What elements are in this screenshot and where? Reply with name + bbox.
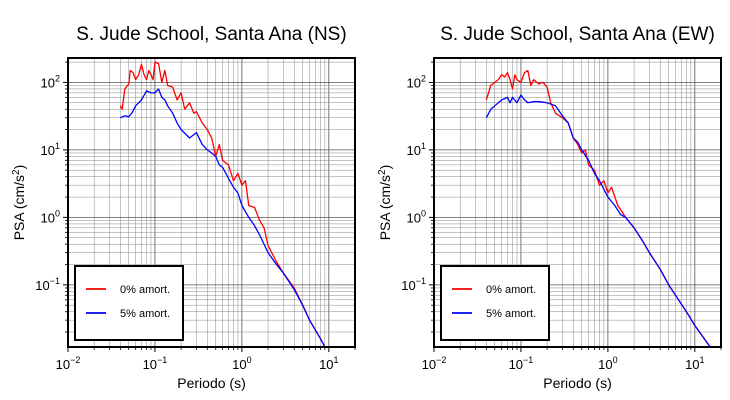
legend-label: 0% amort.	[120, 284, 170, 296]
y-axis-label: PSA (cm/s2)	[11, 165, 27, 241]
y-tick-label: 100	[407, 208, 426, 225]
x-tick-label: 10−2	[56, 355, 81, 372]
x-tick-label: 101	[685, 355, 704, 372]
legend-label: 5% amort.	[120, 308, 170, 320]
legend: 0% amort. 5% amort.	[74, 265, 184, 341]
chart-title: S. Jude School, Santa Ana (NS)	[76, 24, 346, 45]
chart-title: S. Jude School, Santa Ana (EW)	[440, 24, 715, 45]
legend: 0% amort. 5% amort.	[440, 265, 550, 341]
x-axis-label: Periodo (s)	[543, 375, 611, 391]
y-tick-label: 102	[407, 73, 426, 90]
y-tick-label: 102	[41, 73, 60, 90]
x-tick-label: 100	[232, 355, 251, 372]
plot-frame	[67, 57, 356, 348]
y-tick-label: 101	[407, 141, 426, 158]
y-tick-label: 10−1	[35, 276, 60, 293]
y-axis-label: PSA (cm/s2)	[377, 165, 393, 241]
x-tick-label: 10−2	[422, 355, 447, 372]
series-line-5pct	[485, 94, 711, 348]
legend-label: 5% amort.	[486, 308, 536, 320]
series-line-0pct	[119, 61, 326, 348]
x-axis-label: Periodo (s)	[177, 375, 245, 391]
x-tick-label: 101	[319, 355, 338, 372]
plot-frame	[433, 57, 722, 348]
chart-panel-1: 10−2 10−1 100 101 10−1 100 101 102 S. Jude Schoo…	[11, 24, 356, 391]
legend-box	[74, 265, 184, 341]
y-tick-label: 101	[41, 141, 60, 158]
legend-box	[440, 265, 550, 341]
x-tick-label: 10−1	[143, 355, 168, 372]
x-tick-label: 100	[598, 355, 617, 372]
series-line-5pct	[120, 88, 326, 348]
y-tick-label: 100	[41, 208, 60, 225]
chart-panel-2: 10−2 10−1 100 101 10−1 100 101 102 S. Jude Schoo…	[377, 24, 722, 391]
legend-label: 0% amort.	[486, 284, 536, 296]
y-tick-label: 10−1	[401, 276, 426, 293]
x-tick-label: 10−1	[509, 355, 534, 372]
